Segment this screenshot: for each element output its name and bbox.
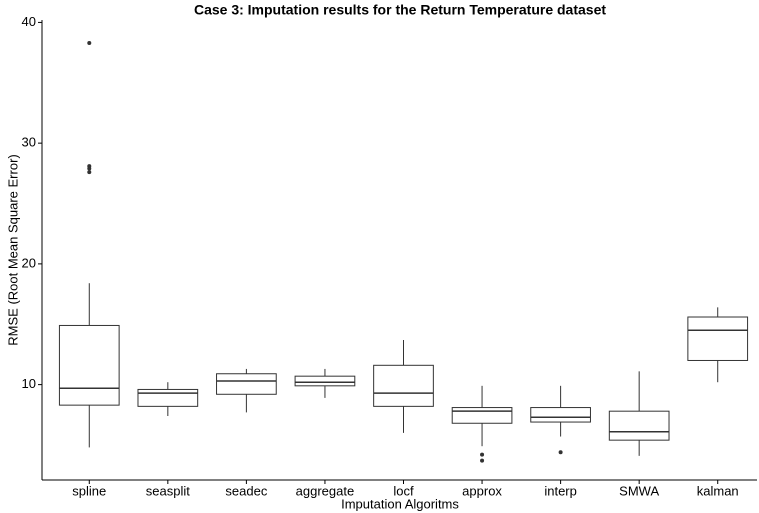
box (373, 364, 434, 407)
outlier (480, 452, 485, 457)
outlier (558, 450, 563, 455)
x-tick-label: kalman (697, 483, 739, 498)
y-tick-label: 30 (22, 135, 36, 150)
box (687, 316, 749, 361)
box (530, 407, 591, 423)
x-tick-label: aggregate (296, 483, 355, 498)
box (608, 410, 670, 441)
x-tick-label: seadec (225, 483, 267, 498)
x-axis-label: Imputation Algoritms (341, 496, 459, 511)
y-axis-label: RMSE (Root Mean Square Error) (5, 154, 20, 345)
x-tick-label: SMWA (619, 483, 659, 498)
x-tick-label: locf (393, 483, 414, 498)
x-tick-label: seasplit (146, 483, 190, 498)
box (137, 388, 199, 407)
box (451, 407, 513, 424)
x-tick-label: interp (544, 483, 577, 498)
outlier (87, 170, 92, 175)
y-tick-label: 40 (22, 14, 36, 29)
x-tick-label: spline (72, 483, 106, 498)
chart-title: Case 3: Imputation results for the Retur… (194, 2, 606, 18)
y-tick-label: 20 (22, 255, 36, 270)
outlier (87, 166, 92, 171)
box (58, 324, 120, 406)
y-tick-label: 10 (22, 376, 36, 391)
box (216, 373, 277, 395)
box (294, 375, 356, 387)
x-tick-label: approx (462, 483, 502, 498)
outlier (87, 40, 92, 45)
outlier (480, 458, 485, 463)
